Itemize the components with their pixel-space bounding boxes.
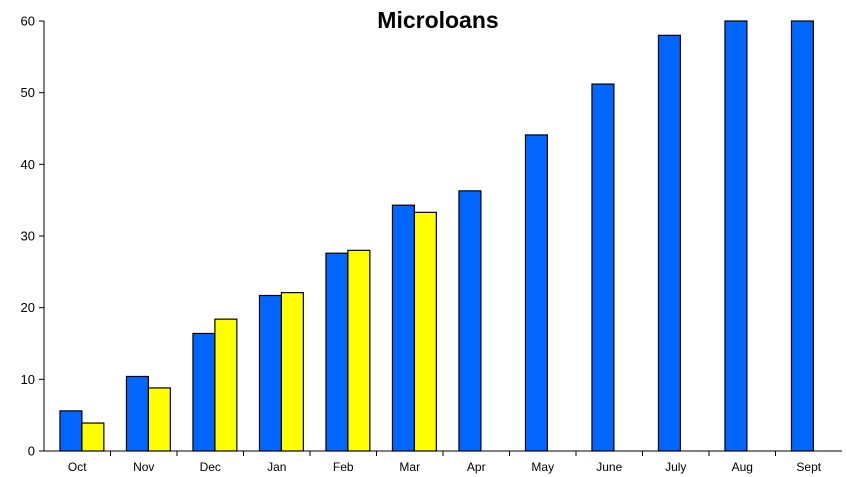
bar-series-1 bbox=[125, 375, 150, 452]
y-tick-label: 0 bbox=[28, 444, 35, 459]
y-tick-label: 20 bbox=[21, 300, 35, 315]
x-category-label: Mar bbox=[399, 460, 420, 474]
x-category-label: Aug bbox=[732, 460, 753, 474]
bar-series-1 bbox=[591, 83, 615, 452]
bar-series-1 bbox=[524, 134, 549, 452]
x-category-label: Dec bbox=[200, 460, 221, 474]
x-category-label: July bbox=[665, 460, 686, 474]
x-category-label: Jan bbox=[267, 460, 286, 474]
bar-series-2 bbox=[81, 422, 105, 452]
bar-series-1 bbox=[258, 294, 283, 452]
x-category-label: Feb bbox=[333, 460, 354, 474]
x-category-label: Apr bbox=[467, 460, 486, 474]
y-axis-ticks: 0 10 20 30 40 50 60 bbox=[21, 14, 44, 459]
bar-series-1 bbox=[391, 204, 416, 452]
chart-title: Microloans bbox=[377, 7, 498, 33]
x-category-label: Nov bbox=[133, 460, 154, 474]
bar-series-1 bbox=[790, 20, 815, 452]
bar-series-1 bbox=[458, 190, 482, 452]
x-category-label: Sept bbox=[796, 460, 821, 474]
y-tick-label: 50 bbox=[21, 85, 35, 100]
bar-series-1 bbox=[59, 410, 83, 452]
bar-series-1 bbox=[192, 332, 216, 452]
bar-series-2 bbox=[280, 292, 304, 452]
y-tick-label: 30 bbox=[21, 229, 35, 244]
y-tick-label: 60 bbox=[21, 14, 35, 29]
bar-series-1 bbox=[657, 34, 682, 452]
bar-series-2 bbox=[413, 211, 437, 452]
x-category-label: June bbox=[596, 460, 622, 474]
x-category-label: Oct bbox=[68, 460, 87, 474]
bar-series-1 bbox=[325, 252, 349, 452]
bar-series-2 bbox=[214, 318, 238, 452]
bars-group bbox=[59, 20, 815, 452]
bar-series-2 bbox=[147, 387, 171, 452]
y-tick-label: 10 bbox=[21, 372, 35, 387]
bar-series-1 bbox=[724, 20, 748, 452]
x-axis-labels: Oct Nov Dec Jan Feb Mar Apr May June July Aug Sept bbox=[68, 451, 822, 474]
bar-series-2 bbox=[347, 249, 371, 452]
y-tick-label: 40 bbox=[21, 157, 35, 172]
x-category-label: May bbox=[531, 460, 554, 474]
